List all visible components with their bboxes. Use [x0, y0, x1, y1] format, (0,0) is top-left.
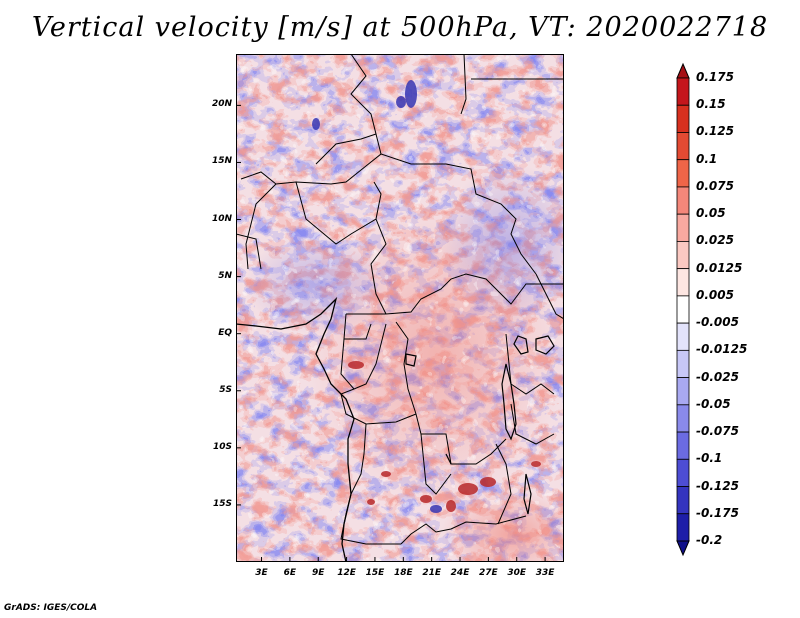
colorbar-label: -0.2 — [696, 533, 723, 547]
map-frame — [236, 54, 564, 562]
colorbar-label: 0.025 — [696, 233, 734, 248]
strong-ascent-cells — [348, 361, 541, 512]
colorbar-label: 0.005 — [696, 287, 734, 302]
lon-label-18e: 18E — [393, 568, 413, 578]
lat-label-5n: 5N — [218, 270, 232, 281]
colorbar-segment — [676, 322, 690, 351]
axis-ticks — [236, 104, 546, 562]
colorbar-segment — [676, 513, 690, 542]
lat-label-eq: EQ — [218, 327, 232, 338]
lon-label-6e: 6E — [283, 568, 297, 578]
country-boundaries — [236, 54, 564, 545]
colorbar-label: 0.15 — [696, 97, 726, 112]
lat-label-15s: 15S — [212, 498, 232, 509]
colorbar-segment — [676, 404, 690, 433]
lat-label-10n: 10N — [211, 213, 232, 224]
colorbar-segment — [676, 431, 690, 460]
colorbar-label: -0.175 — [696, 505, 739, 520]
lat-label-15n: 15N — [211, 156, 232, 167]
colorbar-label: 0.175 — [696, 70, 734, 84]
colorbar-segment — [676, 458, 690, 487]
colorbar-label: -0.05 — [696, 396, 731, 411]
lon-label-30e: 30E — [507, 568, 527, 578]
lat-label-10s: 10S — [212, 441, 232, 452]
colorbar-label: -0.005 — [696, 315, 739, 330]
colorbar-label: 0.075 — [696, 178, 734, 193]
lon-label-33e: 33E — [535, 568, 555, 578]
colorbar-label: 0.0125 — [696, 260, 743, 275]
colorbar-segment — [676, 241, 690, 270]
lon-label-24e: 24E — [450, 568, 470, 578]
colorbar-top-arrow — [676, 62, 690, 79]
chart-title: Vertical velocity [m/s] at 500hPa, VT: 2… — [31, 12, 769, 43]
colorbar-segment — [676, 268, 690, 297]
lon-label-27e: 27E — [479, 568, 498, 578]
lat-label-20n: 20N — [211, 99, 232, 110]
colorbar-segment — [676, 77, 690, 106]
map-panel — [236, 54, 564, 562]
vertical-velocity-map — [236, 54, 564, 562]
strong-descent-cells — [312, 80, 442, 513]
lon-label-15e: 15E — [365, 568, 385, 578]
lat-label-5s: 5S — [219, 384, 232, 395]
colorbar-label: 0.1 — [696, 151, 718, 166]
lon-label-21e: 21E — [422, 568, 441, 578]
colorbar-label: 0.05 — [696, 206, 726, 221]
colorbar-segment — [676, 186, 690, 215]
coastline — [236, 296, 355, 562]
colorbar-segment — [676, 486, 690, 515]
colorbar-label: -0.1 — [696, 451, 723, 466]
colorbar-label: -0.075 — [696, 424, 739, 439]
lon-label-12e: 12E — [337, 568, 356, 578]
near-zero-field — [236, 54, 564, 562]
colorbar-segment — [676, 104, 690, 133]
colorbar-segment — [676, 349, 690, 378]
colorbar-label: -0.025 — [696, 369, 739, 384]
colorbar-segment — [676, 213, 690, 242]
colorbar-segment — [676, 377, 690, 406]
great-lakes — [405, 335, 555, 515]
colorbar-label: -0.125 — [696, 478, 739, 493]
colorbar-bottom-arrow — [676, 540, 690, 557]
credit-text: GrADS: IGES/COLA — [4, 603, 98, 613]
lon-label-3e: 3E — [255, 568, 268, 578]
colorbar-segment — [676, 295, 690, 324]
colorbar-label: -0.0125 — [696, 342, 748, 357]
colorbar-segment — [676, 159, 690, 188]
colorbar-label: 0.125 — [696, 124, 734, 139]
colorbar-segment — [676, 132, 690, 161]
lon-label-9e: 9E — [312, 568, 325, 578]
